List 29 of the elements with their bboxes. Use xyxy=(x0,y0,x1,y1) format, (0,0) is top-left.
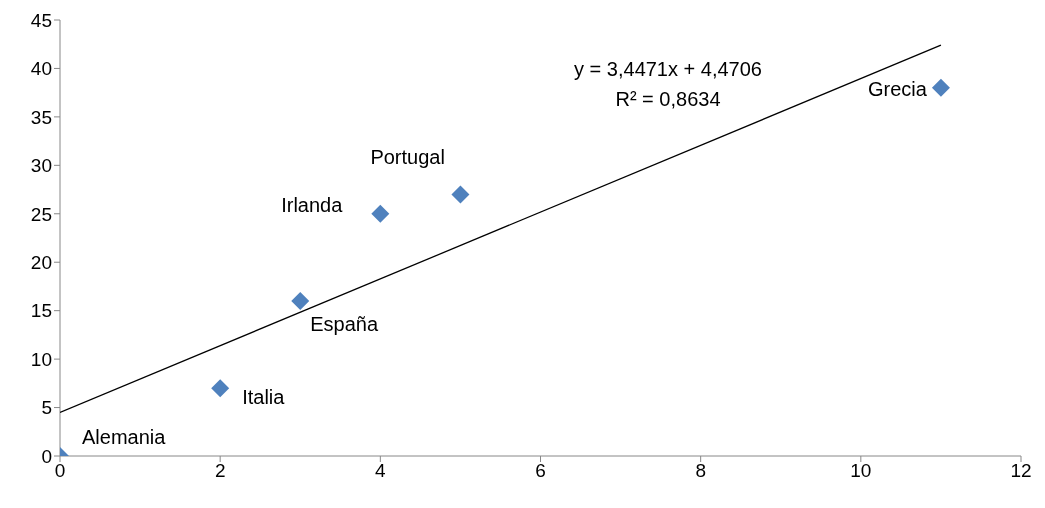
y-tick-label: 25 xyxy=(30,203,52,225)
x-tick-label: 6 xyxy=(535,460,546,482)
point xyxy=(291,291,310,310)
x-tick-label: 2 xyxy=(214,460,226,482)
y-tick-label: 40 xyxy=(30,58,52,80)
y-tick-label: 5 xyxy=(41,397,52,419)
y-tick-label: 15 xyxy=(30,300,52,322)
point xyxy=(931,78,950,97)
annotation: Italia xyxy=(242,386,286,409)
annotation: España xyxy=(310,312,379,335)
annotation: R² = 0,8634 xyxy=(614,87,722,112)
annotation: Grecia xyxy=(868,77,928,100)
x-tick-label: 4 xyxy=(375,460,387,482)
annotation: Irlanda xyxy=(281,193,344,216)
y-tick-label: 45 xyxy=(30,9,52,31)
y-tick-label: 10 xyxy=(30,348,52,370)
y-tick-label: 20 xyxy=(30,251,52,273)
y-tick-label: 30 xyxy=(30,155,52,177)
point xyxy=(211,379,230,398)
y-tick-label: 0 xyxy=(41,445,52,467)
x-tick-label: 10 xyxy=(850,460,872,482)
point xyxy=(451,185,470,204)
annotation: Portugal xyxy=(370,146,445,169)
point xyxy=(371,204,390,223)
annotation: Alemania xyxy=(82,426,167,448)
x-tick-label: 12 xyxy=(1010,460,1032,482)
annotation: y = 3,4471x + 4,4706 xyxy=(573,57,763,82)
y-tick-label: 35 xyxy=(30,106,52,128)
x-tick-label: 8 xyxy=(695,460,706,482)
